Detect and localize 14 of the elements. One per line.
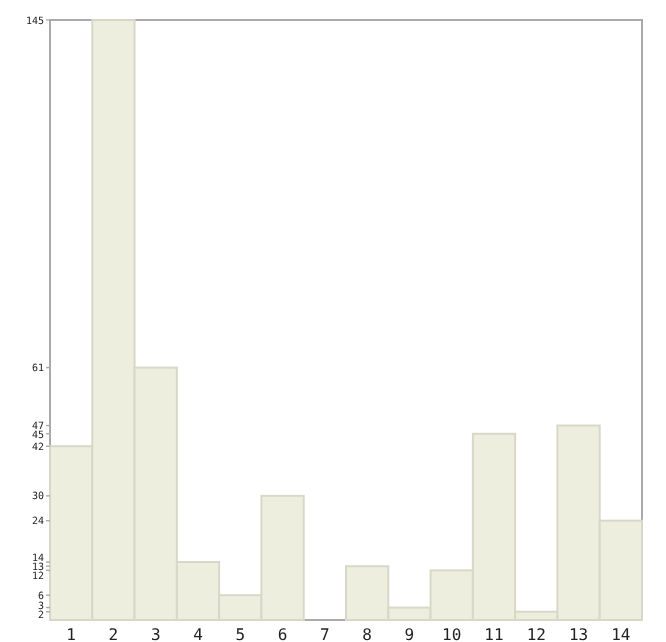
x-tick-label: 11: [484, 626, 504, 642]
x-tick-label: 6: [277, 626, 288, 642]
x-tick-label: 8: [362, 626, 373, 642]
x-tick-label: 9: [404, 626, 415, 642]
x-tick-label: 10: [442, 626, 462, 642]
x-tick-label: 5: [235, 626, 246, 642]
x-tick-label: 14: [611, 626, 631, 642]
x-tick-label: 4: [193, 626, 204, 642]
x-tick-label: 1: [66, 626, 77, 642]
x-tick-label: 3: [150, 626, 161, 642]
x-tick-label: 12: [526, 626, 547, 642]
x-tick-label: 13: [568, 626, 589, 642]
x-tick-label: 7: [320, 626, 331, 642]
x-tick-label: 2: [108, 626, 119, 642]
